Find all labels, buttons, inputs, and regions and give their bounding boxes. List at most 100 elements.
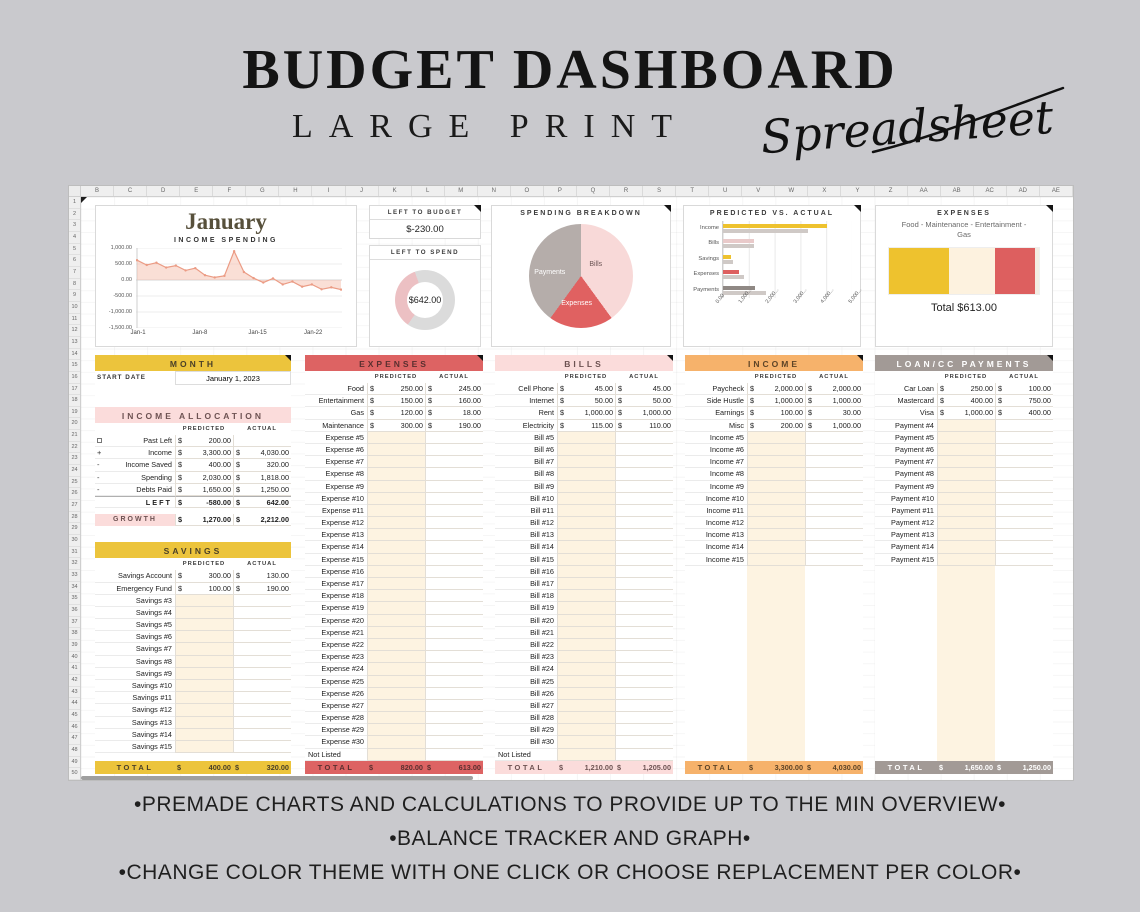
table-row[interactable]: Expense #8 [305,468,483,481]
column-header[interactable]: AA [908,186,941,196]
table-row[interactable]: Expense #16 [305,565,483,578]
table-row[interactable]: Bill #17 [495,578,673,591]
cell-actual[interactable] [233,606,291,620]
cell-label[interactable]: Bill #24 [495,663,557,676]
table-row[interactable]: Visa $1,000.00 $400.00 [875,407,1053,420]
cell-predicted[interactable] [557,712,615,725]
cell-actual[interactable] [615,517,673,530]
column-header[interactable]: I [312,186,346,196]
cell-predicted[interactable]: $2,030.00 [175,471,233,484]
cell-predicted[interactable] [367,517,425,530]
cell-actual[interactable] [425,724,483,737]
cell-actual[interactable] [425,468,483,481]
cell-predicted[interactable] [747,443,805,457]
cell-actual[interactable] [615,602,673,615]
table-row[interactable]: Payment #15 [875,553,1053,566]
table-row[interactable]: Mastercard $400.00 $750.00 [875,395,1053,408]
column-header[interactable]: B [81,186,115,196]
cell-actual[interactable] [615,614,673,627]
cell-predicted[interactable]: $1,270.00 [175,514,233,527]
cell-label[interactable]: Misc [685,419,747,432]
cell-actual[interactable] [233,728,291,741]
column-header[interactable]: E [180,186,214,196]
table-total-row[interactable]: TOTAL $1,650.00 $1,250.00 [875,761,1053,774]
cell-label[interactable]: Expense #23 [305,651,367,664]
cell-predicted[interactable] [367,492,425,505]
table-row[interactable]: Savings #10 [95,680,291,693]
table-row[interactable]: Bill #20 [495,614,673,627]
cell-label[interactable]: Not Listed [305,748,367,761]
cell-predicted[interactable] [557,480,615,493]
cell-label[interactable]: Emergency Fund [95,582,175,595]
table-row[interactable]: Expense #30 [305,736,483,749]
row-header[interactable]: 26 [69,488,80,501]
column-header[interactable]: Y [841,186,875,196]
cell-predicted[interactable] [557,443,615,457]
cell-label[interactable]: Payment #15 [875,553,937,566]
table-row[interactable]: Past Left $200.00 [95,435,291,448]
row-header[interactable]: 36 [69,605,80,617]
cell-predicted[interactable] [747,431,805,444]
cell-label[interactable]: Savings #5 [95,619,175,632]
cell-actual[interactable] [233,619,291,632]
cell-predicted[interactable] [557,626,615,639]
table-row[interactable]: Bill #5 [495,431,673,444]
cell-actual[interactable] [995,504,1053,518]
cell-label[interactable]: Expense #8 [305,468,367,481]
row-header[interactable]: 10 [69,302,80,314]
cell-label[interactable]: Gas [305,407,367,420]
row-header[interactable]: 23 [69,453,80,466]
row-header[interactable]: 3 [69,220,80,232]
row-header[interactable]: 32 [69,558,80,570]
cell-label[interactable]: Savings #12 [95,704,175,717]
cell-actual[interactable] [615,553,673,566]
cell-predicted[interactable] [367,456,425,469]
cell-actual[interactable] [805,541,863,554]
table-row[interactable]: Payment #4 [875,419,1053,432]
left-to-budget-card[interactable]: LEFT TO BUDGET $-230.00 [369,205,481,239]
cell-label[interactable]: Expense #25 [305,675,367,688]
table-row[interactable]: Emergency Fund $100.00 $190.00 [95,582,291,595]
table-row[interactable]: Bill #11 [495,504,673,518]
cell-actual[interactable]: $30.00 [805,407,863,420]
table-row[interactable]: Bill #13 [495,529,673,542]
cell-label[interactable]: Payment #9 [875,480,937,493]
cell-predicted[interactable] [367,553,425,566]
cell-predicted[interactable] [175,716,233,729]
cell-actual[interactable] [805,553,863,566]
cell-predicted[interactable] [937,529,995,542]
cell-actual[interactable]: $642.00 [233,495,291,509]
cell-actual[interactable] [615,431,673,444]
cell-actual[interactable] [425,602,483,615]
cell-label[interactable]: Payment #5 [875,431,937,444]
cell-predicted[interactable] [937,443,995,457]
row-header[interactable]: 5 [69,244,80,256]
row-header[interactable]: 7 [69,267,80,279]
row-header[interactable]: 13 [69,337,80,349]
cell-label[interactable]: Expense #19 [305,602,367,615]
cell-predicted[interactable] [557,529,615,542]
table-row[interactable]: Savings #14 [95,728,291,741]
cell-predicted[interactable]: $200.00 [175,435,233,448]
table-row[interactable]: Bill #7 [495,456,673,469]
table-row[interactable]: Expense #21 [305,626,483,639]
cell-actual[interactable] [805,517,863,530]
cell-predicted[interactable] [175,728,233,741]
cell-actual[interactable] [425,614,483,627]
cell-label[interactable]: Bill #12 [495,517,557,530]
cell-label[interactable]: Food [305,383,367,396]
table-row[interactable]: Expense #9 [305,480,483,493]
cell-actual[interactable] [615,504,673,518]
cell-actual[interactable] [425,590,483,603]
table-title-band[interactable]: LOAN/CC PAYMENTS [875,355,1053,371]
table-row[interactable]: Maintenance $300.00 $190.00 [305,419,483,432]
cell-actual[interactable] [615,565,673,578]
cell-predicted[interactable]: $250.00 [367,383,425,396]
cell-label[interactable]: Bill #15 [495,553,557,566]
column-header[interactable]: X [808,186,842,196]
cell-actual[interactable] [805,468,863,481]
cell-predicted[interactable]: $400.00 [937,395,995,408]
table-row[interactable]: Bill #8 [495,468,673,481]
cell-actual[interactable] [425,517,483,530]
cell-label[interactable]: Income #7 [685,456,747,469]
